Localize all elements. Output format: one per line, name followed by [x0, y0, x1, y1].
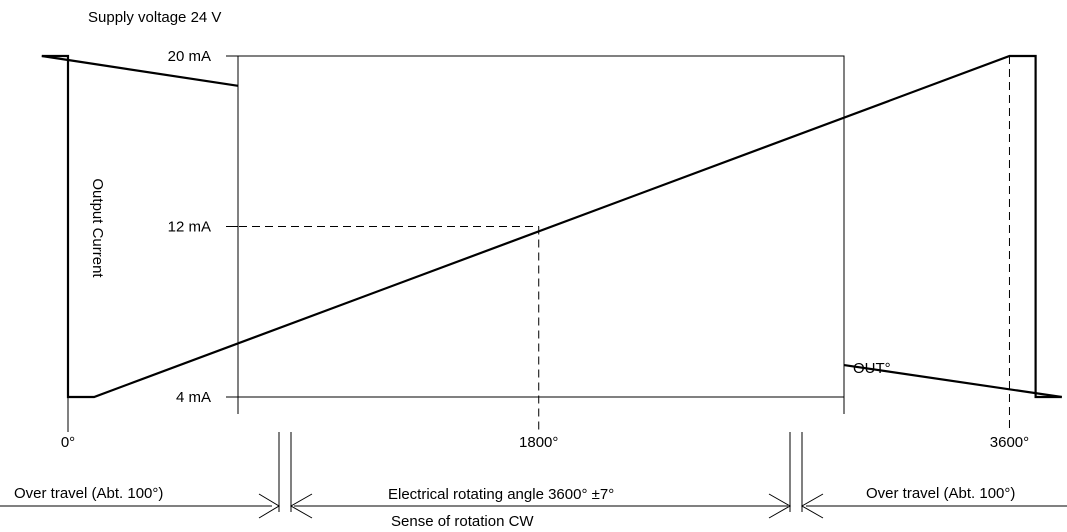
over-travel-left-label: Over travel (Abt. 100°)	[14, 485, 163, 502]
lead-in-segment	[41, 54, 239, 87]
dim-arrow-0-right	[289, 493, 313, 519]
y-axis-label: Output Current	[89, 178, 106, 278]
lead-out-segment	[843, 363, 1062, 399]
output-current-line	[41, 54, 1062, 399]
supply-voltage-label: Supply voltage 24 V	[88, 9, 221, 26]
plot-frame	[237, 55, 845, 398]
rotation-label: Sense of rotation CW	[391, 513, 534, 530]
dim-arrow-3600-right	[800, 493, 824, 519]
y-tick-label: 20 mA	[168, 48, 211, 65]
x-tick-label: 1800°	[519, 434, 558, 451]
x-tick-label: 3600°	[990, 434, 1029, 451]
x-tick-label: 0°	[61, 434, 75, 451]
y-tick-label: 4 mA	[176, 389, 211, 406]
y-tick-label: 12 mA	[168, 219, 211, 236]
dim-arrow-3600-left	[768, 493, 792, 519]
over-travel-right-label: Over travel (Abt. 100°)	[866, 485, 1015, 502]
dim-arrow-0-left	[258, 493, 280, 519]
electrical-angle-label: Electrical rotating angle 3600° ±7°	[388, 486, 614, 503]
